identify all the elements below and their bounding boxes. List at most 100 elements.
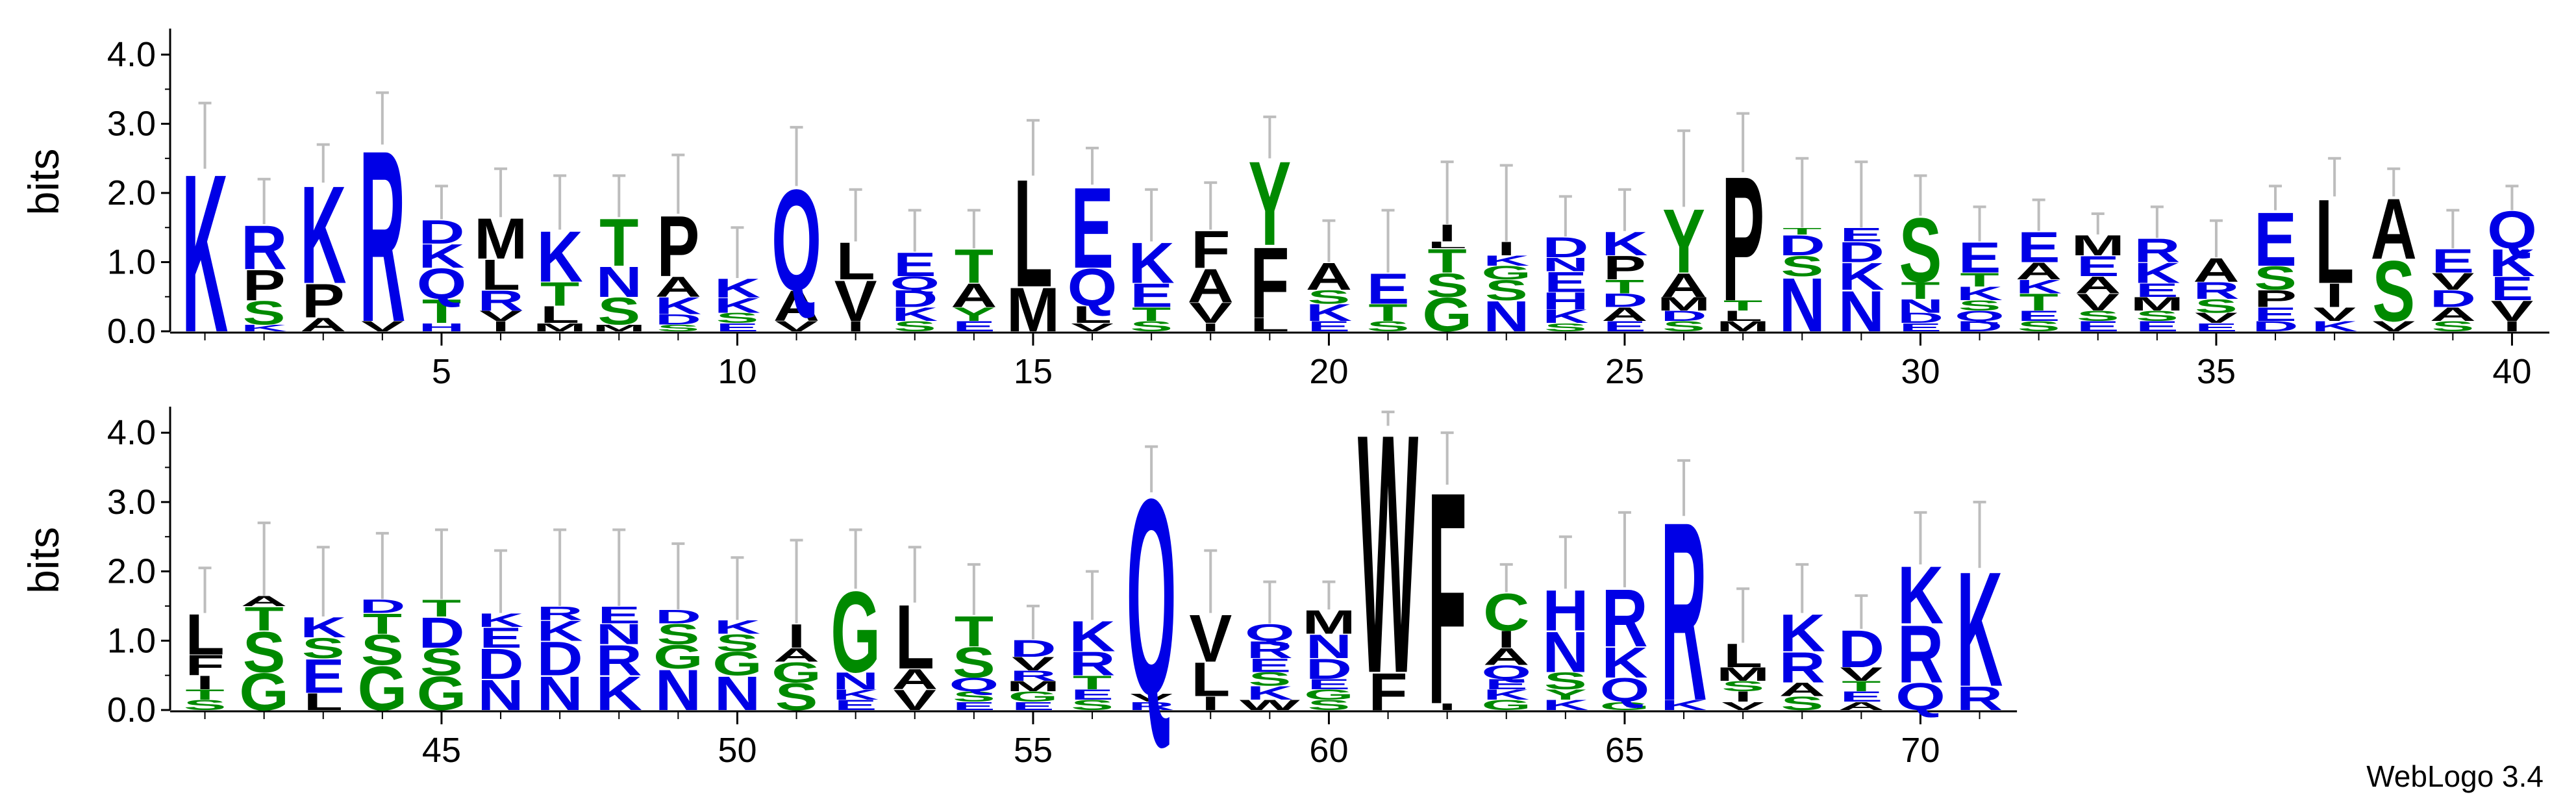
logo-letter-e: E [2077,318,2120,335]
logo-letter-e: E [953,700,995,713]
logo-letter-a: A [655,271,701,303]
logo-letter-a: A [773,282,819,330]
logo-letter-y: Y [1662,190,1705,292]
logo-letter-r: R [596,636,642,684]
logo-letter-a: A [892,663,938,695]
logo-letter-i: I [2503,318,2521,335]
logo-letter-q: Q [1955,308,2005,324]
logo-letter-n: N [596,618,642,650]
logo-letter-n: N [1483,292,1529,340]
logo-letter-s: S [243,620,286,684]
logo-letter-l: L [1723,637,1762,674]
logo-letter-n: N [832,668,879,694]
logo-letter-s: S [184,697,227,713]
logo-letter-v: V [2372,318,2415,335]
logo-letter-s: S [716,310,759,326]
logo-letter-v: V [2313,304,2356,325]
logo-letter-i: I [1438,220,1456,246]
logo-letter-g: G [239,663,289,722]
logo-letter-q: Q [1600,671,1650,709]
logo-letter-d: D [1542,232,1588,264]
logo-letter-k: K [2489,242,2535,285]
logo-letter-k: K [1957,538,2003,721]
logo-letter-v: V [2195,310,2238,326]
logo-letter-n: N [655,658,701,722]
logo-letter-d: D [1897,310,1944,326]
logo-letter-n: N [1897,296,1944,317]
logo-letter-t: T [1605,276,1644,298]
y-tick-label: 3.0 [107,105,156,144]
logo-letter-l: L [1073,301,1112,328]
logo-letter-k: K [182,128,228,380]
logo-letter-s: S [1367,318,1410,335]
logo-letter-s: S [2195,296,2238,317]
logo-letter-s: S [716,629,759,656]
logo-letter-e: E [1485,676,1528,692]
logo-letter-r: R [1601,572,1647,663]
logo-letter-m: M [1007,678,1060,694]
y-axis-label: bits [19,149,68,216]
y-tick-label: 1.0 [107,243,156,282]
logo-letter-t: T [1723,298,1762,314]
logo-letter-k: K [1542,697,1588,713]
logo-letter-l: L [304,689,343,715]
logo-letter-t: T [1842,678,1881,694]
logo-letter-s: S [894,318,936,335]
logo-letter-a: A [2075,272,2121,298]
logo-letter-r: R [1660,469,1707,754]
logo-letter-k: K [1601,639,1647,687]
logo-letter-l: L [1014,148,1053,320]
logo-letter-e: E [1248,655,1291,676]
logo-letter-g: G [1600,700,1650,713]
logo-letter-e: E [894,246,936,283]
logo-letter-e: E [2018,308,2060,324]
logo-letter-m: M [1302,603,1355,641]
logo-letter-s: S [1308,697,1351,713]
logo-letter-h: H [418,321,464,334]
logo-letter-s: S [1248,668,1291,690]
logo-letter-g: G [1304,687,1354,703]
x-tick-label: 25 [1605,352,1644,391]
logo-letter-e: E [1840,224,1882,246]
logo-letter-e: E [1899,321,1942,334]
y-tick-label: 3.0 [107,483,156,522]
logo-letter-e: E [1130,277,1173,314]
logo-letter-r: R [477,285,523,317]
logo-letter-s: S [1781,693,1823,715]
logo-letter-k: K [1601,225,1647,262]
logo-letter-y: Y [1248,137,1291,271]
logo-letter-t: T [1901,277,1940,304]
logo-letter-e: E [2077,250,2120,282]
logo-letter-r: R [1897,609,1944,700]
logo-letter-v: V [1840,664,1882,685]
logo-letter-q: Q [1481,662,1531,683]
logo-letter-a: A [2016,258,2062,285]
logo-letter-n: N [714,667,760,720]
logo-letter-g: G [771,657,821,689]
logo-letter-m: M [533,321,586,334]
logo-letter-v: V [2491,296,2534,327]
logo-letter-n: N [1542,620,1588,684]
logo-letter-d: D [1838,620,1884,679]
logo-letter-r: R [1957,679,2003,717]
logo-letter-f: F [1191,220,1230,279]
logo-letter-s: S [2018,318,2060,335]
logo-letter-s: S [953,639,995,687]
logo-letter-d: D [655,606,701,628]
logo-letter-n: N [477,671,523,719]
logo-letter-s: S [1781,250,1823,282]
logo-letter-f: F [1428,429,1467,768]
logo-letter-i: I [1734,689,1751,705]
logo-letter-g: G [712,645,762,683]
logo-letter-d: D [537,632,583,685]
logo-letter-g: G [357,653,407,724]
logo-letter-l: L [1723,308,1762,324]
logo-letter-s: S [657,618,699,650]
y-tick-label: 0.0 [107,691,156,730]
logo-letter-l: L [2315,175,2354,309]
x-tick-label: 30 [1901,352,1940,391]
y-tick-label: 2.0 [107,173,156,212]
logo-letter-k: K [714,294,760,318]
logo-letter-t: T [1960,269,1999,290]
logo-letter-k: K [596,667,642,720]
